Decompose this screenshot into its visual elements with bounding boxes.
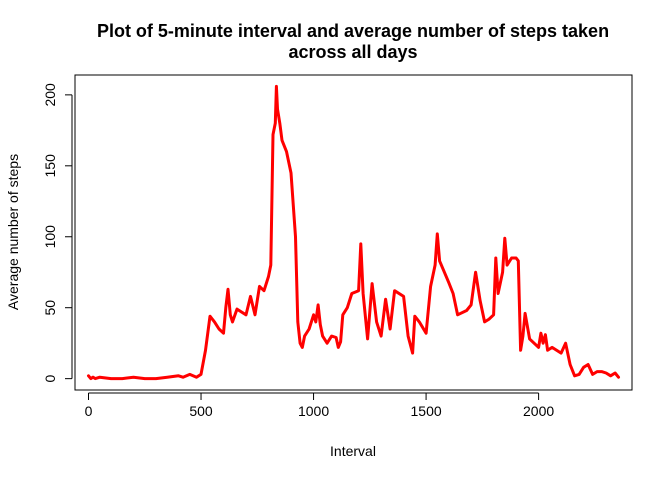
y-tick-label: 100: [42, 225, 58, 249]
series-line-0: [87, 84, 620, 381]
chart-title-line-2: across all days: [288, 42, 417, 62]
y-tick-label: 50: [42, 300, 58, 316]
y-tick-label: 200: [42, 83, 58, 107]
x-axis-label: Interval: [330, 443, 376, 459]
y-axis: 0 50 100 150 200: [42, 83, 73, 383]
x-tick-label: 1500: [411, 403, 442, 419]
x-tick-label: 2000: [523, 403, 554, 419]
y-axis-label: Average number of steps: [5, 154, 21, 310]
series-group: [87, 84, 620, 381]
x-tick-label: 0: [85, 403, 93, 419]
x-tick-label: 1000: [298, 403, 329, 419]
y-tick-label: 150: [42, 154, 58, 178]
plot-frame: [74, 74, 633, 391]
x-axis: 0 500 1000 1500 2000: [85, 392, 554, 419]
x-tick-label: 500: [189, 403, 213, 419]
chart-title-line-1: Plot of 5-minute interval and average nu…: [97, 21, 609, 41]
y-tick-label: 0: [42, 375, 58, 383]
